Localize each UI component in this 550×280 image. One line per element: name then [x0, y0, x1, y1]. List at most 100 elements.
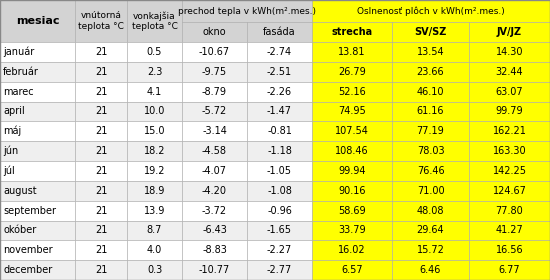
Text: fasáda: fasáda	[263, 27, 296, 37]
Text: 58.69: 58.69	[338, 206, 366, 216]
Bar	[127, 121, 182, 141]
Bar	[247, 42, 312, 62]
Text: 61.16: 61.16	[417, 106, 444, 116]
Bar	[392, 121, 469, 141]
Text: -1.05: -1.05	[267, 166, 292, 176]
Bar	[469, 82, 550, 102]
Bar	[127, 42, 182, 62]
Bar	[182, 181, 247, 201]
Text: 78.03: 78.03	[417, 146, 444, 156]
Text: 163.30: 163.30	[493, 146, 526, 156]
Text: vonkajšia
teplota °C: vonkajšia teplota °C	[131, 11, 178, 31]
Bar	[0, 0, 75, 42]
Bar	[312, 181, 392, 201]
Text: 21: 21	[95, 206, 107, 216]
Bar	[312, 102, 392, 121]
Bar	[247, 121, 312, 141]
Bar	[0, 141, 75, 161]
Text: 21: 21	[95, 87, 107, 97]
Text: február: február	[3, 67, 39, 77]
Bar	[127, 102, 182, 121]
Bar	[312, 240, 392, 260]
Bar	[469, 201, 550, 221]
Text: -2.27: -2.27	[267, 245, 292, 255]
Text: 99.94: 99.94	[338, 166, 366, 176]
Text: 21: 21	[95, 166, 107, 176]
Text: 21: 21	[95, 245, 107, 255]
Bar	[0, 260, 75, 280]
Text: 21: 21	[95, 265, 107, 275]
Text: 124.67: 124.67	[493, 186, 526, 196]
Text: 48.08: 48.08	[417, 206, 444, 216]
Text: 6.77: 6.77	[499, 265, 520, 275]
Bar	[392, 260, 469, 280]
Bar	[312, 141, 392, 161]
Text: -8.83: -8.83	[202, 245, 227, 255]
Text: -4.20: -4.20	[202, 186, 227, 196]
Text: 8.7: 8.7	[147, 225, 162, 235]
Bar	[0, 201, 75, 221]
Text: 77.19: 77.19	[417, 126, 444, 136]
Text: -8.79: -8.79	[202, 87, 227, 97]
Text: mesiac: mesiac	[16, 16, 59, 26]
Bar	[469, 102, 550, 121]
Bar	[247, 22, 312, 42]
Text: -1.18: -1.18	[267, 146, 292, 156]
Text: -10.67: -10.67	[199, 47, 230, 57]
Bar	[0, 121, 75, 141]
Text: august: august	[3, 186, 37, 196]
Bar	[182, 0, 312, 22]
Text: -4.58: -4.58	[202, 146, 227, 156]
Bar	[127, 82, 182, 102]
Text: 21: 21	[95, 146, 107, 156]
Text: 99.79: 99.79	[496, 106, 523, 116]
Bar	[75, 240, 127, 260]
Bar	[312, 42, 392, 62]
Text: prechod tepla v kWh(m².mes.): prechod tepla v kWh(m².mes.)	[178, 6, 316, 15]
Text: -1.65: -1.65	[267, 225, 292, 235]
Bar	[469, 141, 550, 161]
Bar	[0, 82, 75, 102]
Text: 162.21: 162.21	[493, 126, 526, 136]
Text: 15.0: 15.0	[144, 126, 165, 136]
Text: 6.46: 6.46	[420, 265, 441, 275]
Text: 32.44: 32.44	[496, 67, 523, 77]
Bar	[75, 121, 127, 141]
Text: vnútorná
teplota °C: vnútorná teplota °C	[78, 11, 124, 31]
Text: december: december	[3, 265, 52, 275]
Bar	[0, 62, 75, 82]
Bar	[392, 201, 469, 221]
Text: 90.16: 90.16	[338, 186, 366, 196]
Bar	[127, 221, 182, 240]
Text: JV/JZ: JV/JZ	[497, 27, 522, 37]
Text: 18.2: 18.2	[144, 146, 165, 156]
Bar	[312, 121, 392, 141]
Text: september: september	[3, 206, 56, 216]
Bar	[127, 141, 182, 161]
Text: -4.07: -4.07	[202, 166, 227, 176]
Bar	[247, 221, 312, 240]
Bar	[392, 161, 469, 181]
Bar	[247, 240, 312, 260]
Text: 4.0: 4.0	[147, 245, 162, 255]
Text: strecha: strecha	[332, 27, 372, 37]
Text: 21: 21	[95, 225, 107, 235]
Text: 21: 21	[95, 126, 107, 136]
Text: -9.75: -9.75	[202, 67, 227, 77]
Text: 19.2: 19.2	[144, 166, 165, 176]
Bar	[0, 221, 75, 240]
Bar	[392, 102, 469, 121]
Text: 0.3: 0.3	[147, 265, 162, 275]
Text: 21: 21	[95, 106, 107, 116]
Text: 13.54: 13.54	[417, 47, 444, 57]
Bar	[247, 161, 312, 181]
Text: 52.16: 52.16	[338, 87, 366, 97]
Bar	[469, 240, 550, 260]
Bar	[127, 0, 182, 42]
Text: 13.81: 13.81	[338, 47, 366, 57]
Bar	[247, 62, 312, 82]
Text: jún: jún	[3, 146, 18, 156]
Bar	[469, 260, 550, 280]
Bar	[469, 181, 550, 201]
Bar	[469, 22, 550, 42]
